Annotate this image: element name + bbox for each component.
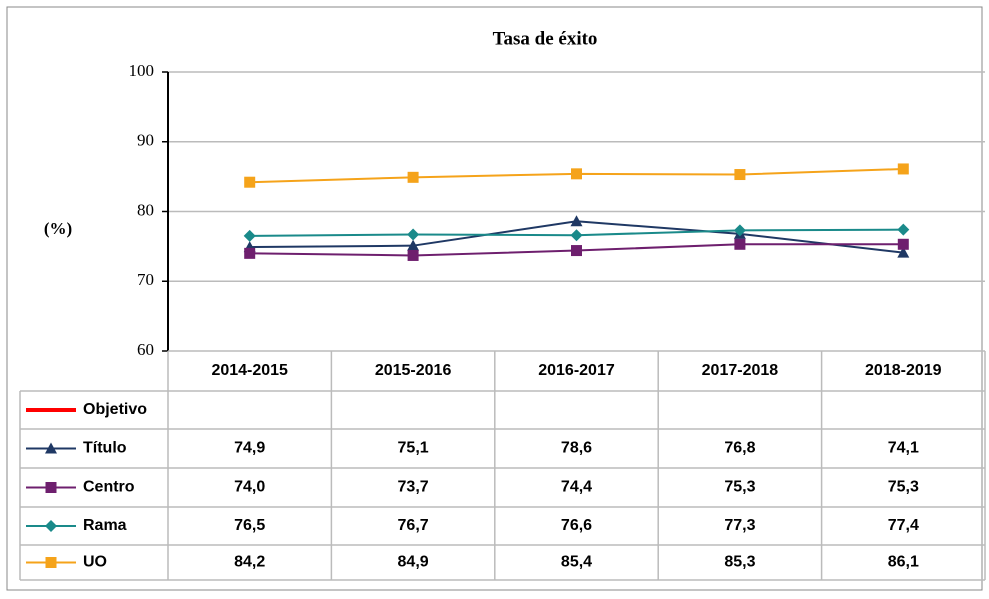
marker [407,239,420,251]
y-tick-label: 100 [129,61,155,80]
legend-label: Título [83,440,127,457]
x-tick-label: 2017-2018 [702,362,779,379]
table-value: 73,7 [398,479,429,496]
x-tick-label: 2018-2019 [865,362,942,379]
table-value: 74,4 [561,479,592,496]
marker [407,249,419,261]
marker [45,557,57,568]
table-value: 77,3 [724,517,755,534]
marker [244,176,256,188]
table-value: 75,3 [888,479,919,496]
table-value: 74,1 [888,440,919,457]
y-tick-label: 80 [137,200,154,219]
table-value: 76,6 [561,517,592,534]
legend-label: Objetivo [83,401,147,418]
marker [570,229,583,242]
chart-title: Tasa de éxito [493,28,598,49]
table-value: 75,3 [724,479,755,496]
table-value: 78,6 [561,440,592,457]
table-value: 84,2 [234,554,265,571]
y-tick-label: 60 [137,340,154,359]
legend-label: UO [83,554,107,571]
y-tick-label: 70 [137,270,154,289]
marker [570,215,583,227]
marker [571,168,582,180]
marker [407,171,419,183]
table-value: 85,4 [561,554,592,571]
y-tick-label: 90 [137,131,154,150]
marker [243,229,256,242]
marker [45,482,57,493]
marker [734,238,746,250]
marker [897,163,909,175]
x-tick-label: 2014-2015 [211,362,288,379]
x-tick-label: 2016-2017 [538,362,615,379]
table-value: 86,1 [888,554,919,571]
table-value: 76,5 [234,517,265,534]
marker [897,223,910,236]
marker [897,238,909,250]
marker [734,169,746,181]
table-value: 74,0 [234,479,265,496]
marker [571,245,582,257]
table-value: 85,3 [724,554,755,571]
legend-label: Centro [83,479,135,496]
marker [45,442,57,454]
table-value: 84,9 [398,554,429,571]
table-value: 76,8 [724,440,755,457]
y-axis-label: (%) [44,219,72,238]
marker [45,520,57,532]
marker [733,224,746,237]
marker [244,247,256,259]
table-value: 75,1 [398,440,429,457]
table-value: 76,7 [398,517,429,534]
table-value: 77,4 [888,517,919,534]
x-tick-label: 2015-2016 [375,362,452,379]
marker [407,228,420,241]
marker [897,246,910,258]
legend-label: Rama [83,517,127,534]
table-value: 74,9 [234,440,265,457]
